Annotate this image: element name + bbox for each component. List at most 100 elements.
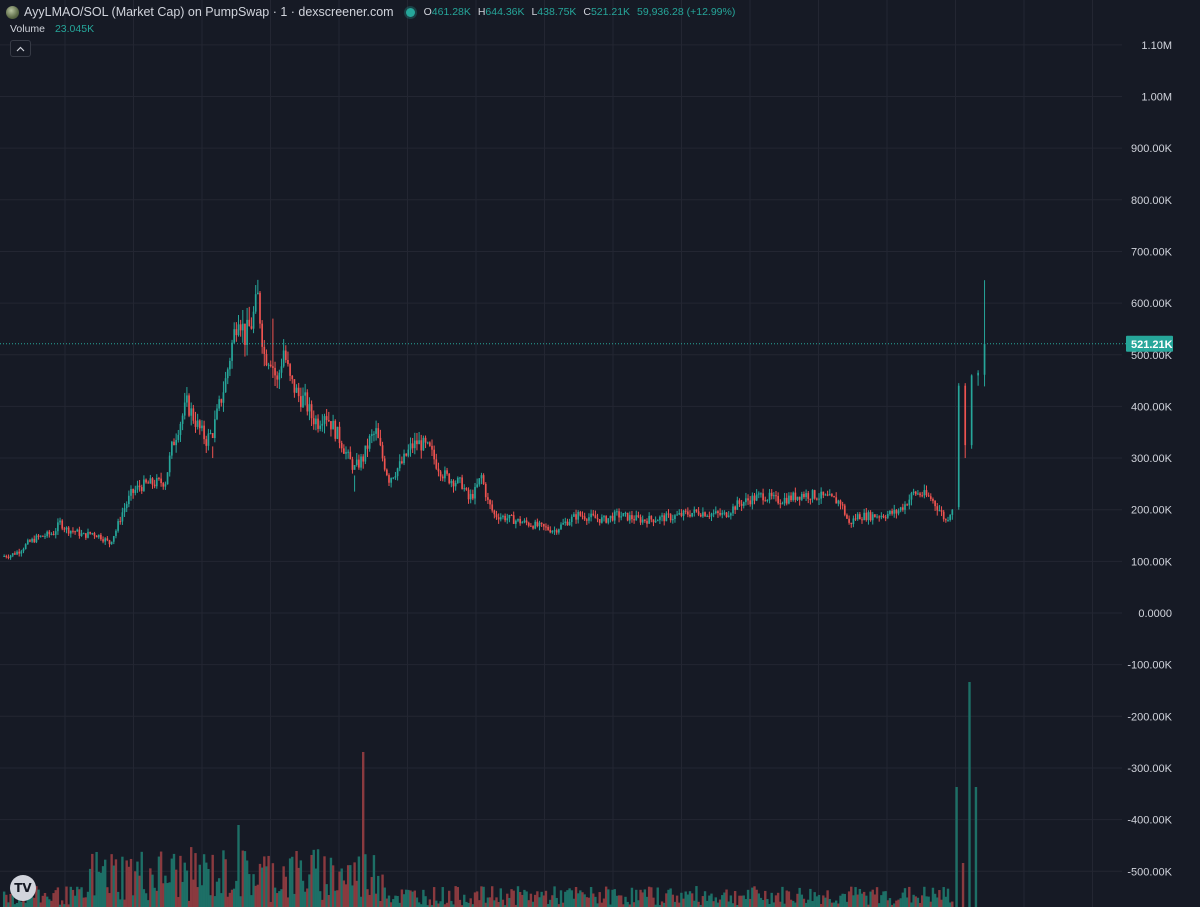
candle-body	[24, 544, 27, 549]
candle-body	[484, 483, 487, 498]
volume-bar	[153, 887, 156, 907]
volume-bar	[329, 857, 333, 907]
candle-body	[121, 512, 124, 522]
volume-bar	[850, 886, 853, 907]
volume-bar	[217, 878, 221, 907]
candle-body	[437, 468, 440, 472]
volume-bar	[895, 900, 898, 907]
volume-bar	[323, 856, 326, 907]
candle-body	[297, 387, 300, 397]
volume-bar	[426, 905, 429, 907]
volume-bar	[908, 886, 911, 907]
volume-bar	[585, 897, 588, 907]
volume-bar	[566, 890, 569, 907]
candle-body	[699, 514, 702, 517]
volume-bar	[190, 847, 193, 907]
candle-body	[463, 488, 466, 490]
volume-bar	[654, 904, 657, 907]
candle-body	[525, 520, 528, 523]
volume-bar	[938, 890, 941, 907]
candle-body	[138, 485, 141, 488]
volume-bar	[207, 869, 210, 907]
volume-bar	[564, 891, 567, 907]
volume-bar	[379, 901, 382, 907]
candle-body	[650, 515, 653, 520]
candle-body	[355, 459, 358, 466]
candle-body	[545, 526, 547, 528]
candle-body	[480, 475, 483, 479]
candle-body	[125, 504, 128, 509]
candle-body	[254, 294, 257, 312]
candle-body	[422, 437, 425, 451]
tradingview-logo-icon[interactable]: TV	[10, 875, 36, 901]
candle-body	[884, 517, 887, 519]
candle-body	[467, 489, 470, 500]
candle-body	[401, 461, 403, 464]
volume-bar	[626, 901, 629, 907]
volume-bar	[699, 904, 702, 907]
volume-bar	[52, 893, 55, 907]
candle-body	[562, 523, 564, 525]
volume-legend[interactable]: Volume 23.045K	[10, 23, 94, 35]
volume-bar	[871, 889, 874, 907]
volume-bar	[546, 903, 550, 907]
candle-body	[923, 490, 926, 496]
candle-body	[20, 551, 23, 554]
candle-body	[897, 510, 900, 514]
candle-body	[456, 477, 459, 483]
volume-bar	[600, 902, 604, 907]
candle-body	[226, 369, 229, 379]
volume-bar	[159, 851, 163, 907]
y-tick-label: 500.00K	[1131, 350, 1173, 362]
volume-bar	[779, 901, 782, 907]
candle-body	[274, 367, 276, 376]
volume-bar	[508, 897, 511, 907]
volume-bar	[155, 890, 158, 907]
live-dot-icon	[405, 7, 415, 17]
volume-bar	[65, 886, 68, 907]
volume-bar	[925, 896, 928, 907]
volume-bar	[555, 897, 558, 907]
candle-body	[912, 491, 915, 494]
candle-body	[416, 440, 418, 445]
volume-bar	[101, 866, 105, 907]
volume-bar	[835, 900, 838, 907]
volume-bar	[327, 895, 330, 907]
volume-bar	[205, 862, 208, 907]
candle-body	[932, 498, 934, 501]
candle-body	[734, 506, 736, 510]
collapse-legend-button[interactable]	[10, 40, 31, 57]
candle-body	[450, 480, 453, 484]
volume-bar	[33, 897, 36, 907]
candle-body	[891, 510, 893, 514]
candle-body	[745, 498, 747, 503]
volume-bar	[129, 858, 133, 907]
volume-bar	[420, 904, 423, 907]
volume-bar	[759, 897, 763, 907]
volume-bar	[334, 890, 337, 907]
volume-bar	[196, 887, 199, 907]
price-axis[interactable]: 1.10M 1.00M 900.00K 800.00K 700.00K 600.00K 50…	[1127, 40, 1172, 878]
candle-body	[312, 418, 315, 425]
volume-bar	[703, 891, 707, 907]
volume-bar	[845, 901, 849, 907]
volume-bar	[727, 901, 730, 907]
candle-body	[790, 495, 792, 501]
candle-body	[697, 511, 700, 515]
candle-body	[360, 456, 362, 468]
volume-bar	[658, 905, 662, 907]
candle-body	[977, 372, 979, 376]
volume-bar	[437, 903, 440, 907]
volume-bar	[291, 856, 294, 907]
volume-bar	[628, 904, 631, 907]
volume-bar	[609, 904, 612, 907]
candle-body	[676, 514, 678, 516]
candle-body	[730, 513, 732, 516]
volume-bar	[473, 892, 477, 907]
volume-bar	[430, 905, 434, 907]
candle-body	[828, 494, 831, 496]
candle-body	[678, 512, 681, 515]
volume-bar	[177, 897, 180, 907]
symbol-title[interactable]: AyyLMAO/SOL (Market Cap) on PumpSwap · 1…	[24, 5, 394, 19]
